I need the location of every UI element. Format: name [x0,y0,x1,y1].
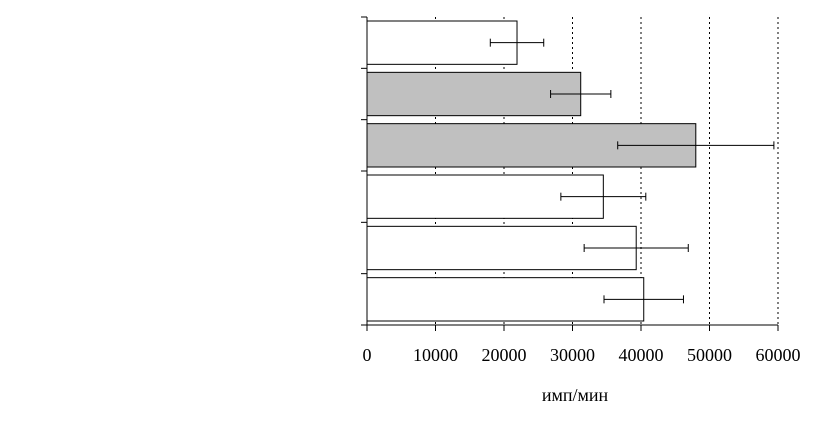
error-bar [489,38,545,47]
error-bar [603,295,684,304]
x-tick-label: 40000 [619,345,664,365]
x-tick-label: 20000 [482,345,527,365]
error-bar [560,192,647,201]
error-bar [583,244,689,252]
x-tick-label: 50000 [687,345,732,365]
error-bar [617,141,775,150]
bar [366,277,645,322]
x-tick-label: 30000 [550,345,595,365]
bar [366,71,582,117]
x-axis-title: имп/мин [542,385,609,405]
x-tick-label: 0 [363,345,372,365]
x-tick-label: 10000 [413,345,458,365]
error-bar [550,90,612,98]
x-tick-label: 60000 [756,345,801,365]
